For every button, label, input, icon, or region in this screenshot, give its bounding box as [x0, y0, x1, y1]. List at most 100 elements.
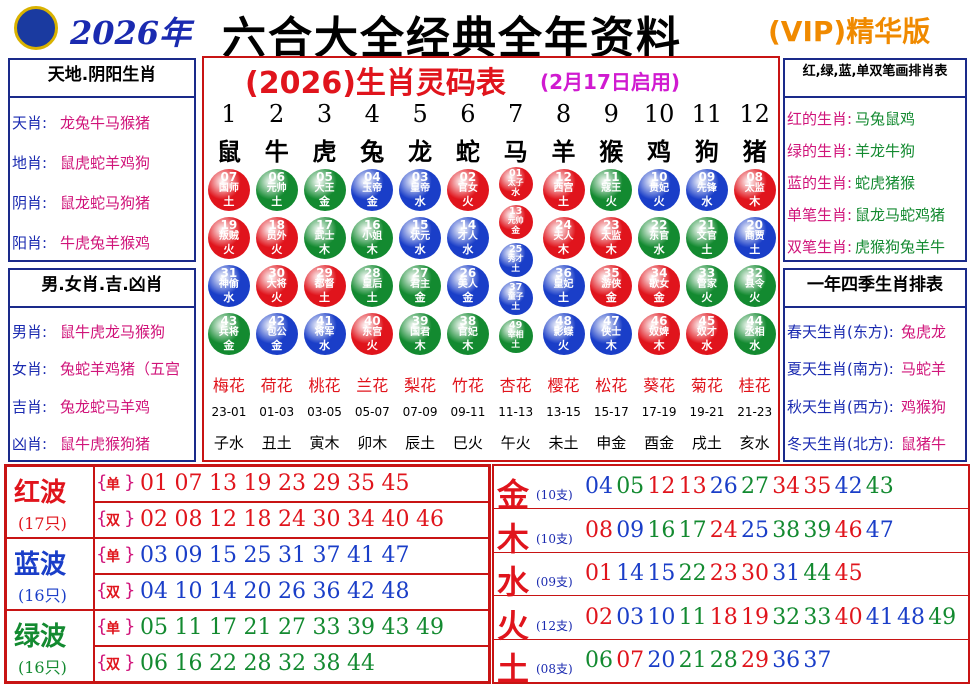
- col-number: 6: [460, 100, 476, 128]
- panel-value: 兔蛇羊鸡猪（五宫: [60, 360, 181, 379]
- wave-row: [94, 466, 489, 502]
- element-number: 13: [678, 474, 707, 499]
- wave-count: (17只): [18, 514, 67, 533]
- ball-element: 金: [319, 195, 330, 208]
- ball-name: 包公: [266, 327, 287, 338]
- ball-element: 火: [366, 339, 378, 352]
- ball: 07 国师土: [207, 169, 250, 211]
- wave-number: 13: [209, 471, 237, 496]
- ball-number: 13: [509, 205, 523, 217]
- ball-name: 奴婢: [649, 327, 670, 338]
- wave-number: 25: [243, 543, 272, 568]
- ball-name: 美人: [457, 279, 478, 290]
- brace: {: [96, 652, 108, 673]
- branch: 申金: [596, 434, 627, 452]
- branch: 卯木: [357, 434, 388, 452]
- wave-cell: [6, 466, 94, 538]
- wave-number: 03: [140, 543, 168, 568]
- element-number: 42: [834, 474, 863, 499]
- flower: 兰花: [356, 376, 389, 395]
- brace: {: [96, 544, 108, 565]
- ball-number: 49: [509, 319, 523, 331]
- panel-label: 夏天生肖(南方):: [787, 360, 894, 379]
- ball: 29 都督土: [303, 265, 346, 307]
- ball-element: 土: [749, 243, 761, 256]
- panel-title: 男.女肖.吉.凶肖: [8, 268, 196, 308]
- ball-name: 才人: [457, 231, 478, 242]
- wave-number: 04: [140, 579, 168, 604]
- panel-value: 蛇虎猪猴: [855, 174, 916, 192]
- flower: 樱花: [547, 376, 580, 395]
- ball-name: 太监: [601, 231, 622, 242]
- ball-element: 金: [414, 291, 426, 304]
- wave-number: 24: [278, 507, 306, 532]
- ball: 20 商贾土: [733, 217, 776, 259]
- wave-number: 10: [174, 579, 203, 604]
- element-number: 06: [585, 648, 613, 673]
- wave-number: 22: [209, 651, 237, 676]
- wave-number: 47: [381, 543, 410, 568]
- element-number: 14: [616, 561, 645, 586]
- ball: 47 侠士木: [590, 313, 633, 355]
- ball-element: 水: [462, 243, 474, 256]
- ball-number: 34: [650, 266, 668, 280]
- ball: 40 东宫火: [351, 313, 394, 355]
- element-row: [492, 553, 970, 596]
- col-number: 8: [555, 100, 572, 128]
- ball: 03 皇帝水: [399, 169, 442, 211]
- element-number: 11: [678, 604, 707, 630]
- element-name: 火: [497, 606, 530, 645]
- wave-number: 02: [140, 507, 168, 532]
- flower: 竹花: [451, 376, 484, 395]
- ball-number: 43: [220, 314, 238, 328]
- element-number: 29: [741, 648, 769, 673]
- ball-element: 木: [653, 339, 665, 352]
- ball-number: 36: [555, 266, 572, 280]
- ball: 34 歌女金: [638, 265, 681, 307]
- table-title: (2026)生肖灵码表: [245, 66, 506, 101]
- logo: [14, 6, 58, 50]
- element-number: 32: [772, 604, 801, 630]
- wave-number: 14: [209, 579, 237, 604]
- wave-number: 06: [140, 651, 168, 676]
- ball-element: 水: [701, 195, 713, 208]
- ball-element: 土: [701, 243, 713, 256]
- ball-element: 火: [605, 195, 617, 208]
- ball: 30 大将火: [255, 265, 298, 307]
- ball-number: 14: [459, 218, 477, 232]
- ball-number: 09: [698, 170, 716, 184]
- ball-name: 国师: [218, 183, 239, 194]
- ball-number: 39: [411, 314, 429, 328]
- ball: 13 元帅金: [498, 205, 533, 239]
- panel-label: 春天生肖(东方):: [787, 322, 894, 341]
- hour-range: 09-11: [450, 405, 486, 419]
- ball: 46 奴婢木: [638, 313, 681, 355]
- wave-number: 44: [347, 651, 375, 676]
- ball-element: 水: [319, 339, 330, 352]
- panel-label: 冬天生肖(北方):: [787, 435, 894, 454]
- branch: 未土: [548, 434, 579, 452]
- ball-element: 火: [749, 291, 761, 304]
- branch: 寅木: [309, 434, 340, 452]
- element-number: 04: [585, 474, 613, 499]
- col-number: 3: [316, 100, 333, 128]
- hour-range: 15-17: [593, 405, 629, 419]
- ball-number: 15: [411, 218, 429, 232]
- ball-number: 16: [363, 218, 381, 232]
- zodiac: 牛: [264, 138, 289, 166]
- flower: 菊花: [690, 376, 723, 395]
- ball-number: 22: [650, 218, 668, 232]
- element-count: (12支): [536, 618, 573, 633]
- ball-name: 管家: [696, 279, 717, 290]
- ball-name: 童子: [507, 292, 524, 301]
- zodiac: 马: [503, 138, 528, 166]
- ball: 05 大王金: [303, 169, 346, 211]
- ball-element: 土: [558, 195, 569, 208]
- panel-value: 鼠龙马蛇鸡猪: [855, 206, 946, 224]
- ball-element: 木: [319, 243, 330, 256]
- ball-number: 04: [363, 170, 381, 184]
- ball-name: 侠士: [601, 327, 622, 338]
- wave-number: 41: [347, 543, 375, 568]
- ball-number: 37: [509, 281, 523, 293]
- ball-name: 兵将: [218, 327, 239, 338]
